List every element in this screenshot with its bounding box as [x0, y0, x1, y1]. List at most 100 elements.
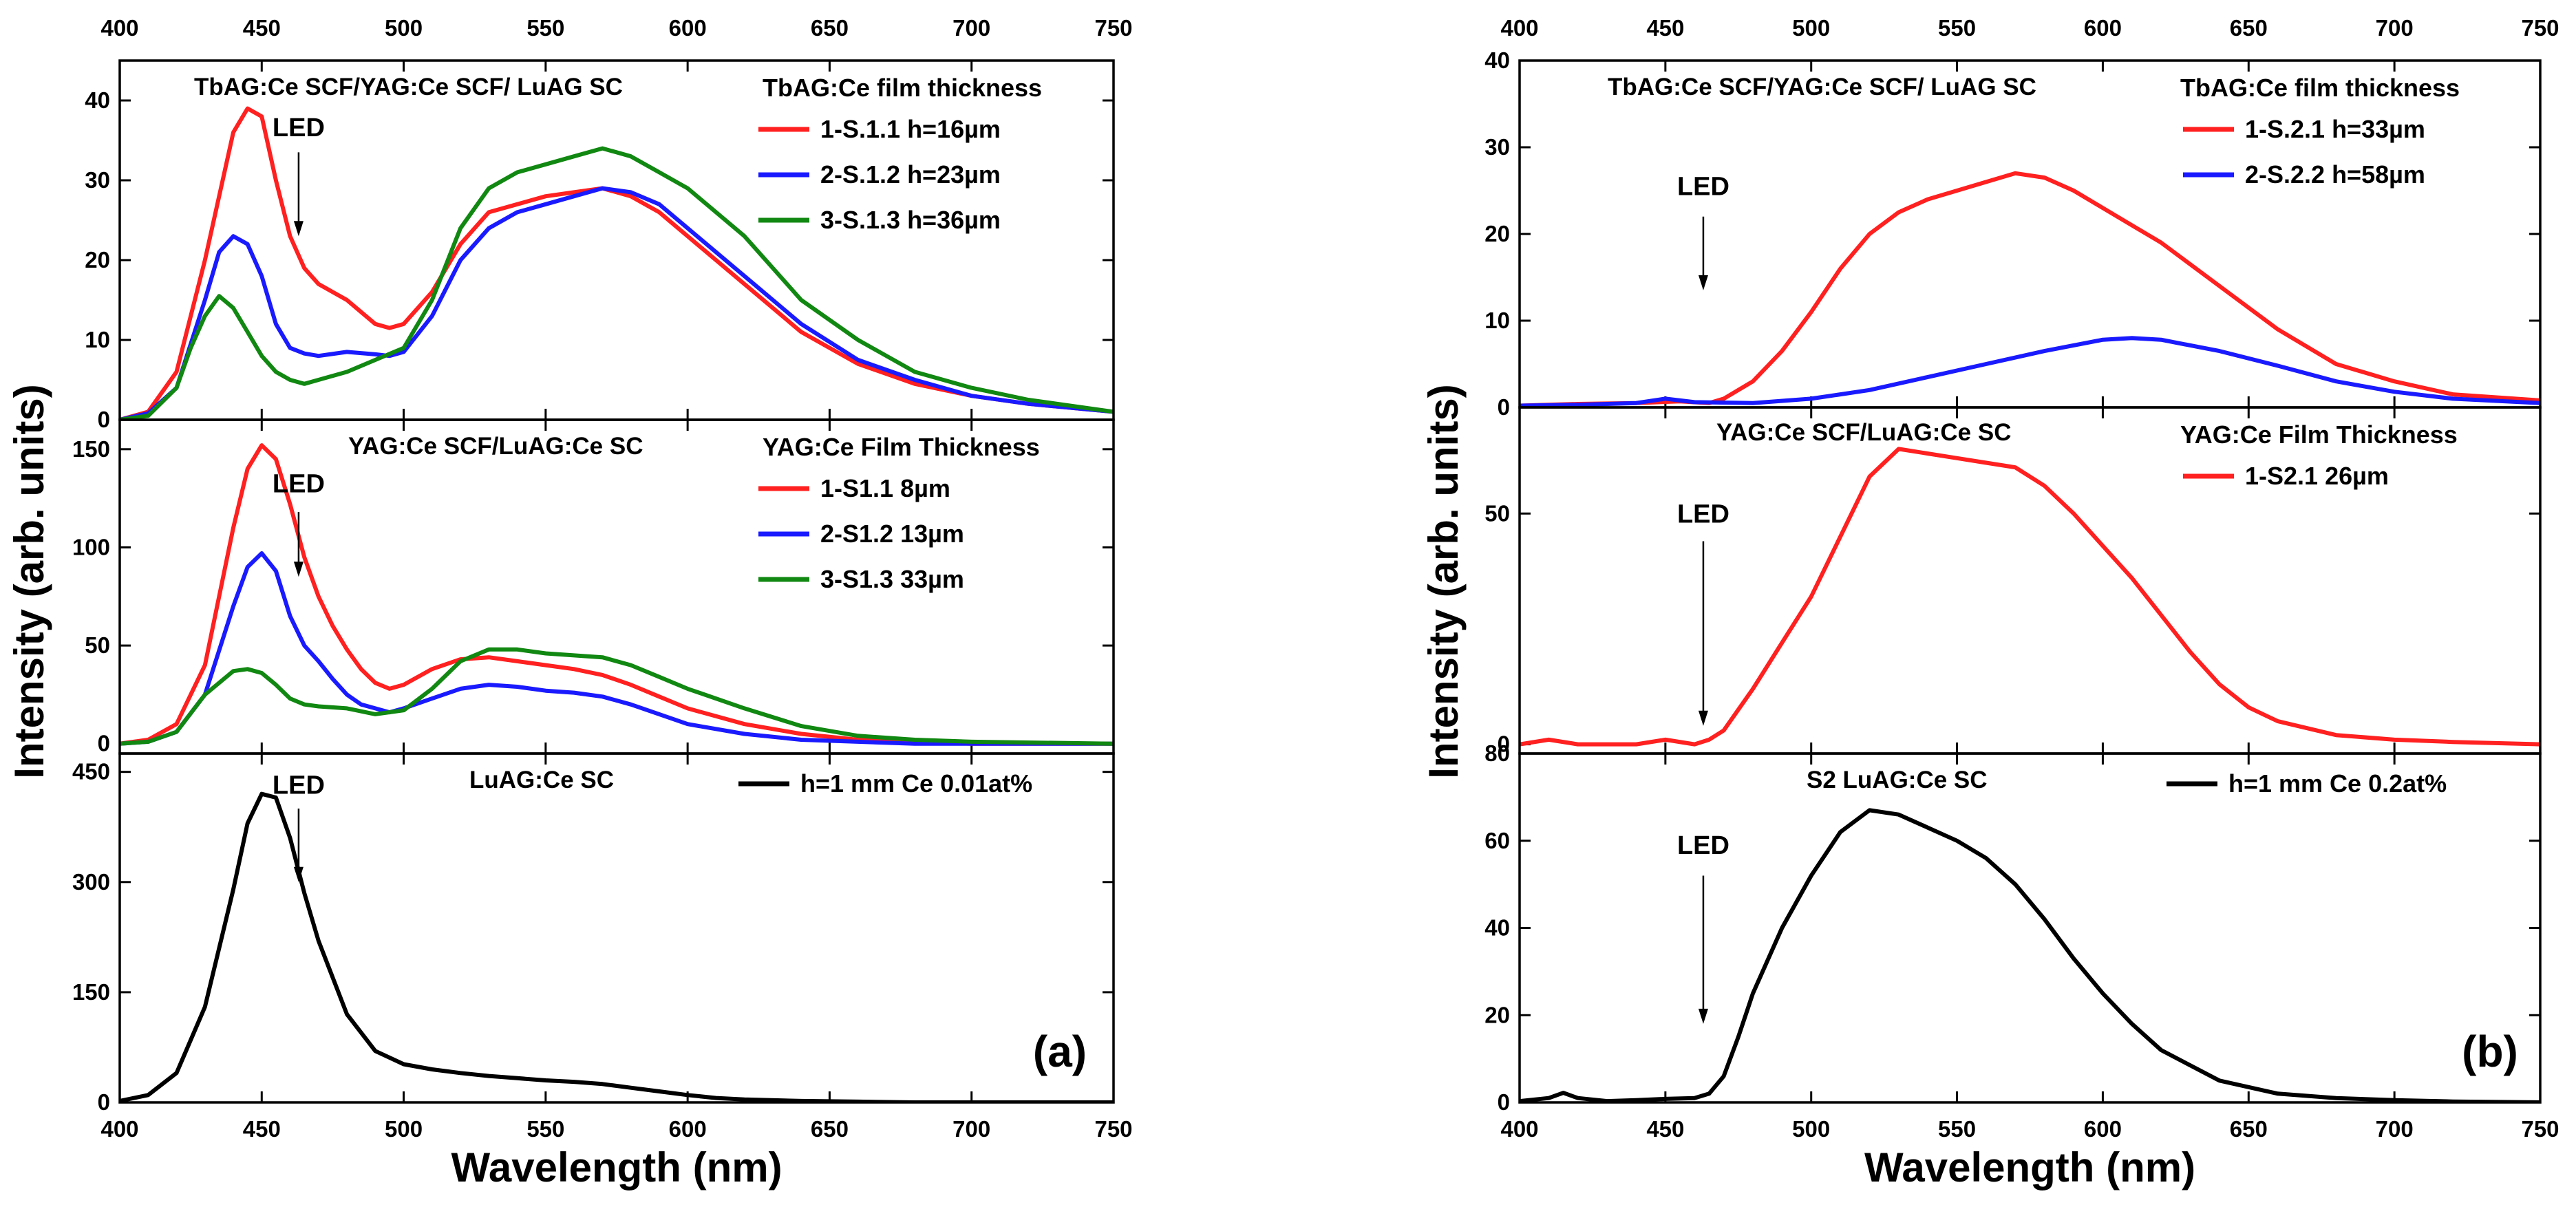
y-tick-label: 450	[72, 759, 110, 784]
panel-label: (b)	[2462, 1027, 2518, 1076]
y-tick-label: 0	[98, 1089, 110, 1115]
legend-title: YAG:Ce Film Thickness	[763, 433, 1040, 461]
y-tick-label: 100	[72, 534, 110, 559]
y-tick-label: 80	[1484, 740, 1510, 766]
panel-label: (a)	[1033, 1027, 1087, 1076]
x-tick-label-top: 600	[2084, 15, 2122, 41]
y-tick-label: 30	[1484, 134, 1510, 160]
y-tick-label: 60	[1484, 828, 1510, 853]
y-tick-label: 50	[85, 632, 110, 658]
legend-title: TbAG:Ce film thickness	[763, 74, 1042, 102]
x-tick-label-top: 750	[2521, 15, 2559, 41]
led-arrow-head	[293, 221, 304, 237]
subplot-frame	[1518, 406, 2542, 755]
x-tick-label: 750	[1094, 1116, 1132, 1142]
subplot-a-2: 0 150 300 450 LuAG:Ce SC h=1 mm Ce 0.01at% LED	[72, 752, 1115, 1115]
x-tick-label: 550	[526, 1116, 564, 1142]
series-line-2	[1520, 336, 2540, 407]
led-arrow-head	[1698, 710, 1708, 726]
y-axis-title: Intensity (arb. units)	[6, 384, 52, 778]
led-label: LED	[273, 771, 325, 800]
legend-label: 2-S.1.2 h=23µm	[820, 160, 1001, 189]
subplot-title: YAG:Ce SCF/LuAG:Ce SC	[348, 433, 643, 460]
led-arrow-head	[1698, 275, 1708, 290]
led-arrow-head	[293, 562, 304, 577]
y-tick-label: 150	[72, 436, 110, 462]
x-tick-label: 550	[1938, 1116, 1976, 1142]
y-tick-label: 10	[85, 327, 110, 352]
y-tick-label: 20	[1484, 221, 1510, 246]
y-tick-label: 0	[1498, 394, 1510, 420]
led-label: LED	[1677, 831, 1729, 860]
subplot-frame	[1518, 752, 2542, 1104]
x-axis-title: Wavelength (nm)	[1864, 1144, 2195, 1190]
series-line-1	[1520, 808, 2540, 1102]
y-tick-label: 40	[1484, 47, 1510, 73]
subplot-b-1: 0 50 YAG:Ce SCF/LuAG:Ce SC YAG:Ce Film Thic…	[1484, 406, 2542, 757]
x-tick-label-top: 650	[811, 15, 849, 41]
series-line-1	[120, 106, 1114, 420]
y-tick-label: 40	[1484, 915, 1510, 941]
led-arrow-head	[1698, 1008, 1708, 1024]
series-line-3	[120, 146, 1114, 420]
subplot-title: TbAG:Ce SCF/YAG:Ce SCF/ LuAG SC	[1608, 74, 2036, 100]
legend-label: h=1 mm Ce 0.2at%	[2228, 769, 2447, 798]
led-label: LED	[1677, 172, 1729, 201]
subplot-title: TbAG:Ce SCF/YAG:Ce SCF/ LuAG SC	[194, 74, 623, 100]
x-tick-label: 650	[2230, 1116, 2268, 1142]
legend-label: 1-S1.1 8µm	[820, 474, 950, 502]
legend-label: 2-S1.2 13µm	[820, 520, 964, 548]
series-line-2	[120, 551, 1114, 746]
x-tick-label-top: 550	[526, 15, 564, 41]
x-tick-label: 400	[100, 1116, 138, 1142]
x-tick-label-top: 450	[243, 15, 281, 41]
x-tick-label: 650	[811, 1116, 849, 1142]
subplot-title: YAG:Ce SCF/LuAG:Ce SC	[1716, 419, 2011, 446]
subplot-frame	[118, 418, 1115, 755]
legend-title: YAG:Ce Film Thickness	[2180, 420, 2458, 449]
x-tick-label: 400	[1500, 1116, 1538, 1142]
series-line-3	[120, 647, 1114, 746]
y-tick-label: 300	[72, 869, 110, 895]
x-tick-label: 600	[2084, 1116, 2122, 1142]
legend-label: 3-S1.3 33µm	[820, 565, 964, 593]
x-tick-label-top: 700	[952, 15, 990, 41]
x-tick-label: 450	[243, 1116, 281, 1142]
subplot-title: S2 LuAG:Ce SC	[1807, 767, 1988, 793]
series-line-1	[120, 443, 1114, 746]
x-tick-label-top: 600	[669, 15, 707, 41]
y-axis-title: Intensity (arb. units)	[1420, 384, 1467, 778]
x-tick-label: 500	[385, 1116, 423, 1142]
x-tick-label: 600	[669, 1116, 707, 1142]
legend-label: 2-S.2.2 h=58µm	[2245, 160, 2425, 189]
legend-title: TbAG:Ce film thickness	[2180, 74, 2460, 102]
x-tick-label-top: 700	[2376, 15, 2414, 41]
subplot-title: LuAG:Ce SC	[469, 767, 614, 793]
x-tick-label-top: 450	[1646, 15, 1684, 41]
series-line-1	[1520, 171, 2540, 407]
subplot-a-0: 0 10 20 30 40 TbAG:Ce SCF/YAG:Ce SCF/ LuAG SC…	[85, 59, 1115, 432]
series-line-2	[120, 186, 1114, 420]
x-axis-title: Wavelength (nm)	[451, 1144, 782, 1190]
led-arrow-head	[293, 866, 304, 882]
y-tick-label: 0	[98, 407, 110, 432]
x-tick-label: 700	[952, 1116, 990, 1142]
x-tick-label-top: 500	[385, 15, 423, 41]
series-line-1	[1520, 447, 2540, 747]
x-tick-label-top: 400	[1500, 15, 1538, 41]
x-tick-label: 500	[1792, 1116, 1830, 1142]
y-tick-label: 0	[98, 731, 110, 756]
legend-label: 1-S.1.1 h=16µm	[820, 115, 1001, 143]
legend-label: h=1 mm Ce 0.01at%	[800, 769, 1032, 798]
y-tick-label: 20	[85, 247, 110, 273]
legend-label: 1-S2.1 26µm	[2245, 462, 2389, 490]
series-line-1	[120, 791, 1114, 1102]
subplot-b-2: 0 20 40 60 80 S2 LuAG:Ce SC h=1 mm Ce 0.2at% LE…	[1484, 740, 2542, 1115]
led-label: LED	[1677, 500, 1729, 529]
y-tick-label: 50	[1484, 500, 1510, 526]
x-tick-label-top: 650	[2230, 15, 2268, 41]
y-tick-label: 0	[1498, 1089, 1510, 1115]
x-tick-label: 450	[1646, 1116, 1684, 1142]
x-tick-label-top: 750	[1094, 15, 1132, 41]
x-tick-label-top: 400	[100, 15, 138, 41]
